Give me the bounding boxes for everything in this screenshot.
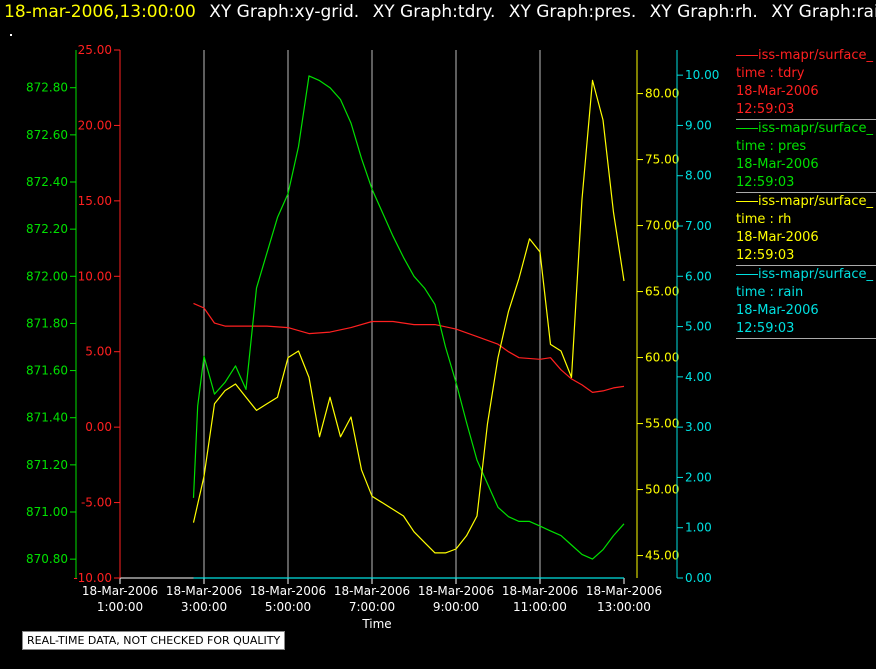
x-tick-label-time: 7:00:00 xyxy=(349,600,395,614)
y-tick-label-rain: 2.00 xyxy=(685,470,712,484)
x-tick-label-date: 18-Mar-2006 xyxy=(502,584,578,598)
legend-time: 12:59:03 xyxy=(736,175,795,190)
legend-swatch-pres xyxy=(736,128,758,129)
y-tick-label-pres: 871.80 xyxy=(26,316,68,330)
legend-series-name: iss-mapr/surface_ xyxy=(758,194,874,209)
y-tick-label-rain: 0.00 xyxy=(685,571,712,585)
status-dot xyxy=(10,34,12,36)
legend-entry-pres[interactable]: iss-mapr/surface_ time : pres 18-Mar-200… xyxy=(736,120,876,192)
y-tick-label-tdry: 10.00 xyxy=(78,269,112,283)
legend-series-name: iss-mapr/surface_ xyxy=(758,121,874,136)
y-tick-label-rain: 5.00 xyxy=(685,320,712,334)
y-tick-label-rh: 80.00 xyxy=(645,87,679,101)
legend-series-name: iss-mapr/surface_ xyxy=(758,267,874,282)
y-tick-label-tdry: 25.00 xyxy=(78,43,112,57)
x-tick-label-time: 13:00:00 xyxy=(597,600,651,614)
legend-var: time : rh xyxy=(736,212,792,227)
legend-date: 18-Mar-2006 xyxy=(736,230,819,245)
y-tick-label-pres: 872.40 xyxy=(26,175,68,189)
x-tick-label-date: 18-Mar-2006 xyxy=(586,584,662,598)
series-line-tdry xyxy=(193,302,625,393)
x-tick-label-time: 11:00:00 xyxy=(513,600,567,614)
legend-divider xyxy=(736,338,876,339)
legend-time: 12:59:03 xyxy=(736,102,795,117)
y-tick-label-pres: 872.80 xyxy=(26,81,68,95)
x-tick-label-date: 18-Mar-2006 xyxy=(418,584,494,598)
graph-title-rain[interactable]: XY Graph:rain xyxy=(771,2,876,22)
graph-title-rh[interactable]: XY Graph:rh. xyxy=(649,2,758,22)
y-tick-label-tdry: 5.00 xyxy=(85,345,112,359)
y-tick-label-tdry: -5.00 xyxy=(81,496,112,510)
y-tick-label-rain: 9.00 xyxy=(685,118,712,132)
y-tick-label-pres: 871.00 xyxy=(26,505,68,519)
legend-entry-rain[interactable]: iss-mapr/surface_ time : rain 18-Mar-200… xyxy=(736,266,876,338)
legend-time: 12:59:03 xyxy=(736,248,795,263)
legend-var: time : pres xyxy=(736,139,807,154)
x-tick-label-date: 18-Mar-2006 xyxy=(82,584,158,598)
legend-divider xyxy=(736,192,876,193)
legend-swatch-rh xyxy=(736,201,758,202)
graph-title-xy-grid[interactable]: XY Graph:xy-grid. xyxy=(209,2,360,22)
graph-title-tdry[interactable]: XY Graph:tdry. xyxy=(372,2,496,22)
title-bar: 18-mar-2006,13:00:00 XY Graph:xy-grid. X… xyxy=(0,2,876,24)
legend-entry-tdry[interactable]: iss-mapr/surface_ time : tdry 18-Mar-200… xyxy=(736,47,876,119)
y-tick-label-pres: 872.20 xyxy=(26,222,68,236)
x-tick-label-date: 18-Mar-2006 xyxy=(166,584,242,598)
y-tick-label-rain: 4.00 xyxy=(685,370,712,384)
y-tick-label-tdry: 20.00 xyxy=(78,118,112,132)
y-tick-label-rh: 70.00 xyxy=(645,219,679,233)
legend-date: 18-Mar-2006 xyxy=(736,303,819,318)
y-tick-label-rh: 60.00 xyxy=(645,351,679,365)
quality-notice: REAL-TIME DATA, NOT CHECKED FOR QUALITY xyxy=(22,631,286,650)
legend-entry-rh[interactable]: iss-mapr/surface_ time : rh 18-Mar-2006 … xyxy=(736,193,876,265)
legend-var: time : rain xyxy=(736,285,804,300)
legend-date: 18-Mar-2006 xyxy=(736,84,819,99)
y-tick-label-rain: 10.00 xyxy=(685,68,719,82)
y-tick-label-pres: 871.40 xyxy=(26,411,68,425)
y-tick-label-rain: 1.00 xyxy=(685,521,712,535)
y-tick-label-rain: 8.00 xyxy=(685,169,712,183)
y-tick-label-rain: 6.00 xyxy=(685,269,712,283)
y-tick-label-rain: 7.00 xyxy=(685,219,712,233)
legend-var: time : tdry xyxy=(736,66,805,81)
legend-series-name: iss-mapr/surface_ xyxy=(758,48,874,63)
x-axis-title: Time xyxy=(361,617,391,631)
y-tick-label-rh: 45.00 xyxy=(645,549,679,563)
series-line-rh xyxy=(192,79,625,554)
y-tick-label-rh: 75.00 xyxy=(645,153,679,167)
x-tick-label-time: 1:00:00 xyxy=(97,600,143,614)
current-datetime: 18-mar-2006,13:00:00 xyxy=(4,2,196,22)
legend: iss-mapr/surface_ time : tdry 18-Mar-200… xyxy=(736,47,876,339)
y-tick-label-tdry: 0.00 xyxy=(85,420,112,434)
legend-swatch-tdry xyxy=(736,55,758,56)
x-tick-label-time: 9:00:00 xyxy=(433,600,479,614)
legend-divider xyxy=(736,119,876,120)
y-tick-label-pres: 871.60 xyxy=(26,364,68,378)
y-tick-label-tdry: -10.00 xyxy=(73,571,112,585)
y-tick-label-pres: 872.60 xyxy=(26,128,68,142)
graph-title-pres[interactable]: XY Graph:pres. xyxy=(508,2,637,22)
y-tick-label-pres: 870.80 xyxy=(26,552,68,566)
series-line-pres xyxy=(192,75,625,560)
y-tick-label-rh: 55.00 xyxy=(645,417,679,431)
y-tick-label-pres: 872.00 xyxy=(26,269,68,283)
x-tick-label-date: 18-Mar-2006 xyxy=(250,584,326,598)
x-tick-label-time: 3:00:00 xyxy=(181,600,227,614)
legend-divider xyxy=(736,265,876,266)
x-tick-label-time: 5:00:00 xyxy=(265,600,311,614)
legend-date: 18-Mar-2006 xyxy=(736,157,819,172)
legend-time: 12:59:03 xyxy=(736,321,795,336)
y-tick-label-tdry: 15.00 xyxy=(78,194,112,208)
x-tick-label-date: 18-Mar-2006 xyxy=(334,584,410,598)
legend-swatch-rain xyxy=(736,274,758,275)
y-tick-label-rh: 65.00 xyxy=(645,285,679,299)
y-tick-label-rh: 50.00 xyxy=(645,483,679,497)
y-tick-label-pres: 871.20 xyxy=(26,458,68,472)
y-tick-label-rain: 3.00 xyxy=(685,420,712,434)
